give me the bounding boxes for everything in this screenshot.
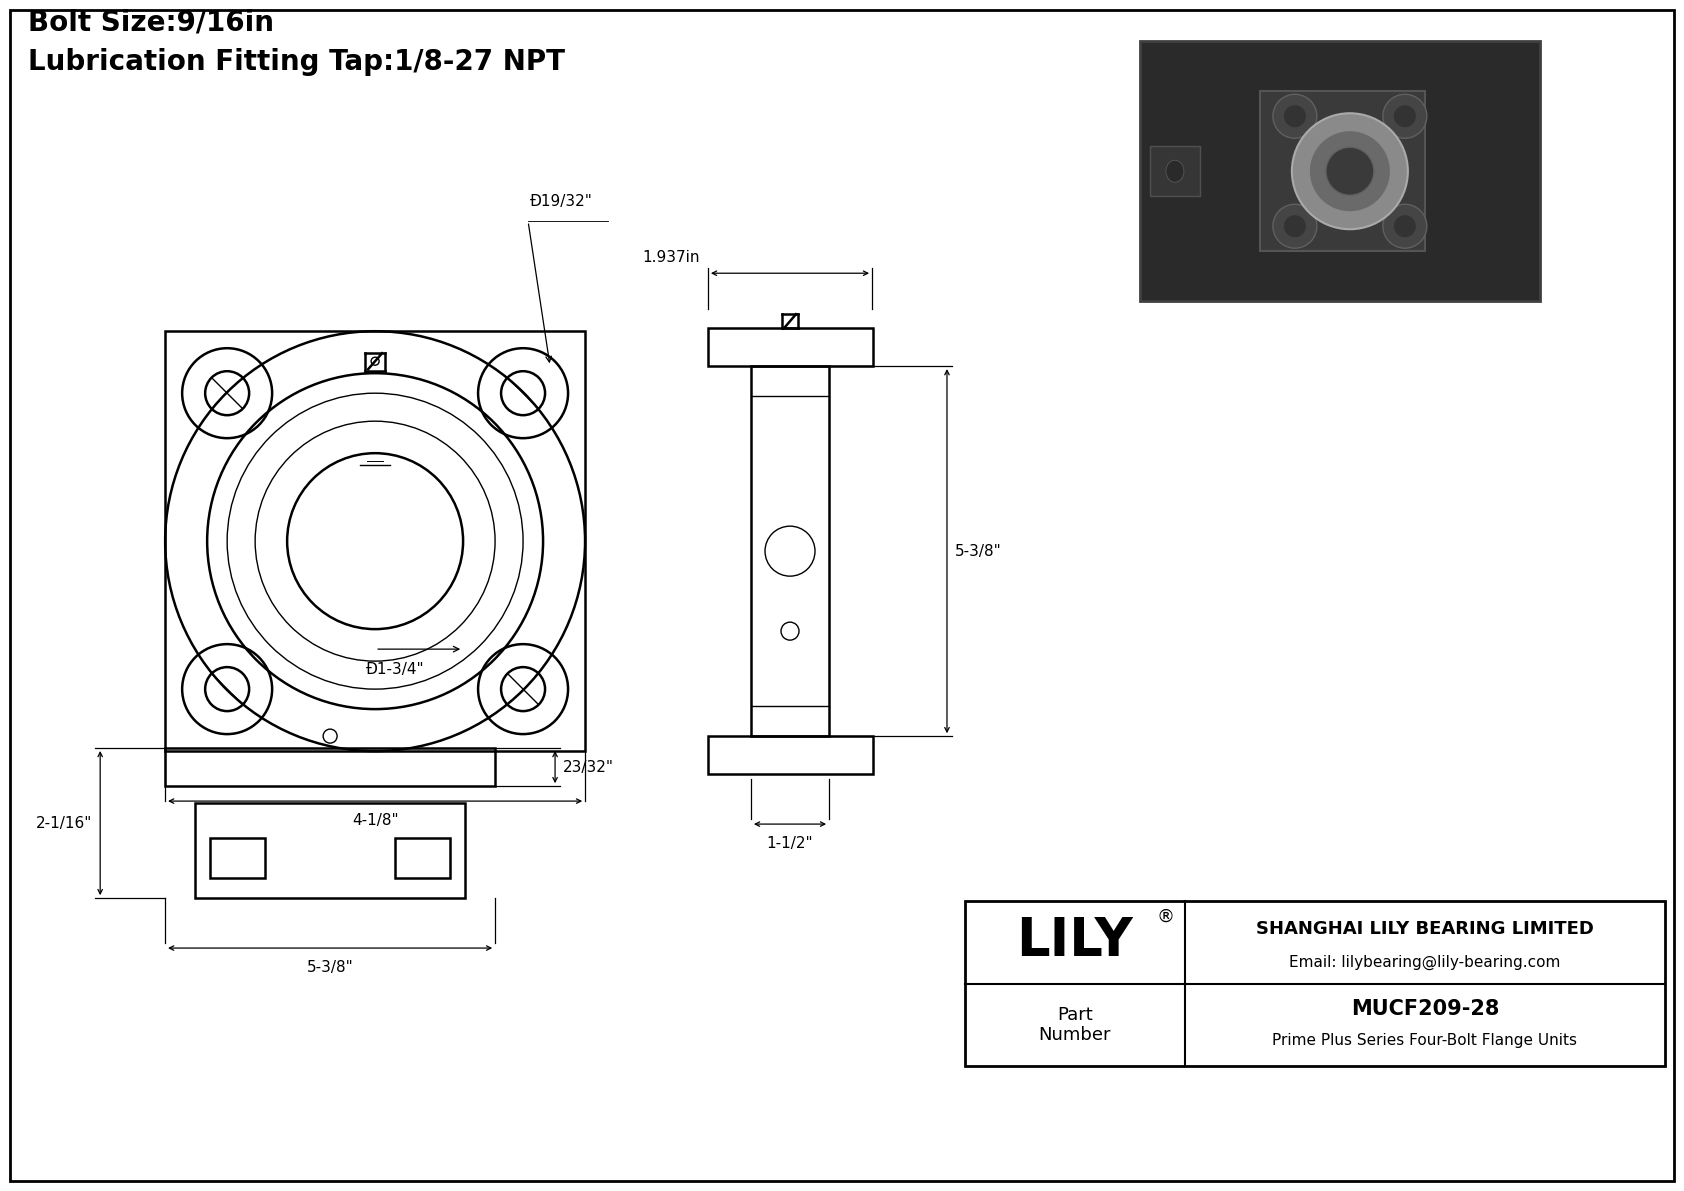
Text: Bolt Size:9/16in: Bolt Size:9/16in <box>29 8 274 36</box>
Bar <box>1260 92 1425 251</box>
Bar <box>165 748 495 786</box>
Bar <box>165 331 584 752</box>
Bar <box>751 366 829 736</box>
Text: LILY: LILY <box>1017 915 1133 967</box>
Bar <box>210 838 264 878</box>
Text: 5-3/8": 5-3/8" <box>955 543 1002 559</box>
Text: Part
Number: Part Number <box>1039 1005 1111 1045</box>
Circle shape <box>1383 94 1426 138</box>
Text: ®: ® <box>1157 908 1175 925</box>
Circle shape <box>1383 204 1426 248</box>
Text: Ð19/32": Ð19/32" <box>530 194 593 210</box>
Text: 5-3/8": 5-3/8" <box>306 960 354 975</box>
Circle shape <box>1394 105 1416 127</box>
Text: Ð1-3/4": Ð1-3/4" <box>365 662 424 678</box>
Text: SHANGHAI LILY BEARING LIMITED: SHANGHAI LILY BEARING LIMITED <box>1256 921 1593 939</box>
Text: 1.937in: 1.937in <box>643 250 701 266</box>
Bar <box>965 902 1665 1066</box>
Text: 1-1/2": 1-1/2" <box>766 836 813 852</box>
Bar <box>707 329 872 366</box>
Circle shape <box>1283 105 1305 127</box>
Ellipse shape <box>1165 161 1184 182</box>
Circle shape <box>1273 94 1317 138</box>
Circle shape <box>1325 148 1374 195</box>
Bar <box>707 736 872 774</box>
Bar <box>195 803 465 898</box>
Bar <box>1260 92 1425 251</box>
Bar <box>1150 146 1201 197</box>
Bar <box>1150 146 1201 197</box>
Circle shape <box>1394 216 1416 237</box>
Circle shape <box>1310 131 1389 211</box>
Text: 2-1/16": 2-1/16" <box>35 816 93 830</box>
Text: Email: lilybearing@lily-bearing.com: Email: lilybearing@lily-bearing.com <box>1290 954 1561 969</box>
Bar <box>1140 42 1539 301</box>
Circle shape <box>1292 113 1408 229</box>
Bar <box>396 838 450 878</box>
Circle shape <box>1283 216 1305 237</box>
Text: 23/32": 23/32" <box>562 760 615 774</box>
Text: Prime Plus Series Four-Bolt Flange Units: Prime Plus Series Four-Bolt Flange Units <box>1273 1033 1578 1048</box>
Circle shape <box>1273 204 1317 248</box>
Text: Lubrication Fitting Tap:1/8-27 NPT: Lubrication Fitting Tap:1/8-27 NPT <box>29 49 566 76</box>
Text: 4-1/8": 4-1/8" <box>352 813 399 828</box>
Text: MUCF209-28: MUCF209-28 <box>1351 998 1499 1018</box>
